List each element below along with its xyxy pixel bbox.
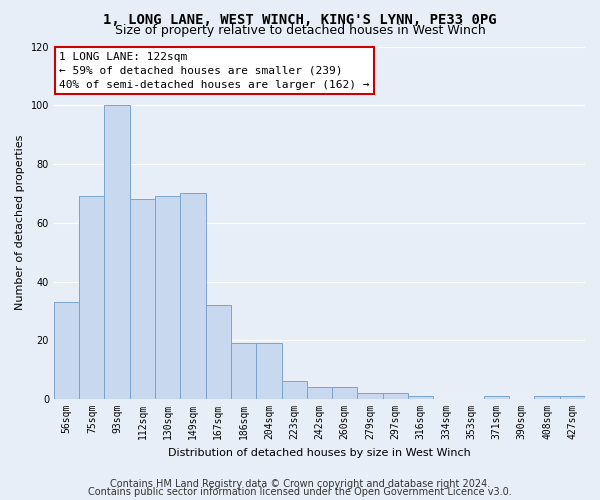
Bar bbox=[332, 388, 358, 399]
Bar bbox=[206, 305, 231, 399]
Y-axis label: Number of detached properties: Number of detached properties bbox=[15, 135, 25, 310]
Bar bbox=[155, 196, 181, 399]
Bar bbox=[560, 396, 585, 399]
Bar bbox=[181, 194, 206, 399]
Bar bbox=[104, 106, 130, 399]
Bar bbox=[79, 196, 104, 399]
Bar bbox=[307, 388, 332, 399]
Bar bbox=[54, 302, 79, 399]
Text: Size of property relative to detached houses in West Winch: Size of property relative to detached ho… bbox=[115, 24, 485, 37]
Bar bbox=[358, 393, 383, 399]
Bar bbox=[484, 396, 509, 399]
Bar bbox=[383, 393, 408, 399]
Bar bbox=[130, 200, 155, 399]
Text: 1, LONG LANE, WEST WINCH, KING'S LYNN, PE33 0PG: 1, LONG LANE, WEST WINCH, KING'S LYNN, P… bbox=[103, 12, 497, 26]
Text: Contains HM Land Registry data © Crown copyright and database right 2024.: Contains HM Land Registry data © Crown c… bbox=[110, 479, 490, 489]
Bar bbox=[256, 343, 281, 399]
X-axis label: Distribution of detached houses by size in West Winch: Distribution of detached houses by size … bbox=[168, 448, 471, 458]
Bar bbox=[535, 396, 560, 399]
Text: Contains public sector information licensed under the Open Government Licence v3: Contains public sector information licen… bbox=[88, 487, 512, 497]
Text: 1 LONG LANE: 122sqm
← 59% of detached houses are smaller (239)
40% of semi-detac: 1 LONG LANE: 122sqm ← 59% of detached ho… bbox=[59, 52, 370, 90]
Bar bbox=[408, 396, 433, 399]
Bar bbox=[281, 382, 307, 399]
Bar bbox=[231, 343, 256, 399]
